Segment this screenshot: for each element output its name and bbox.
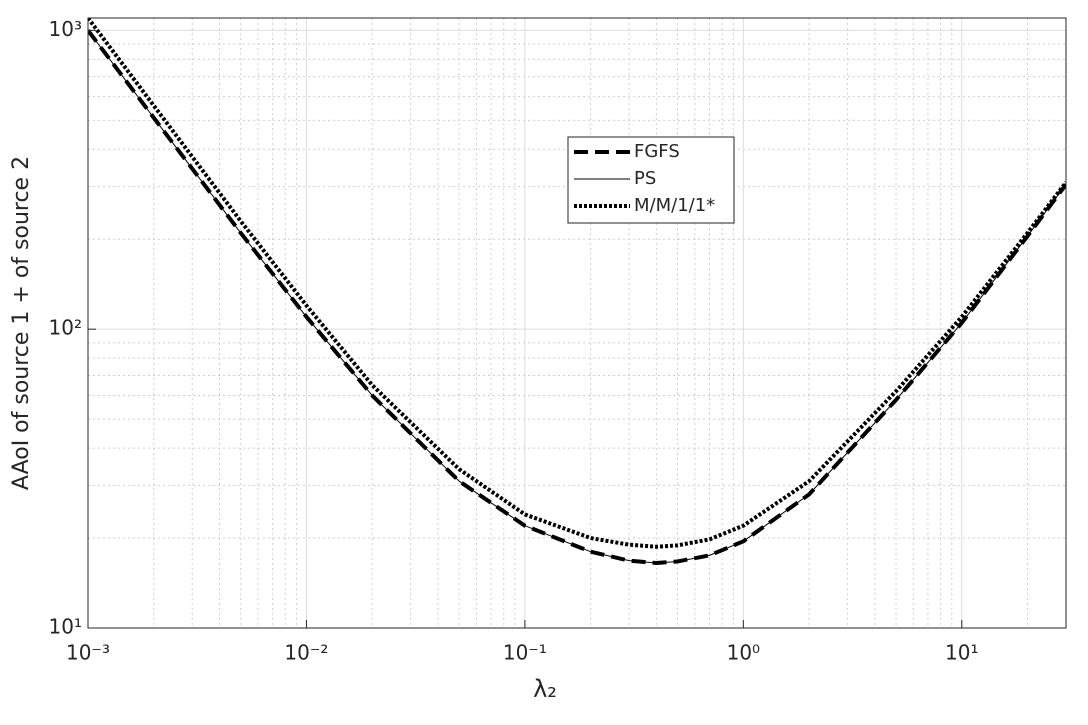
y-axis-label: AAoI of source 1 + of source 2 [9, 156, 34, 490]
plot-area [88, 18, 1066, 628]
legend: FGFS PS M/M/1/1* [567, 136, 735, 224]
series-line [88, 30, 1066, 564]
x-tick-label: 10¹ [945, 641, 978, 665]
y-tick-label: 10³ [49, 17, 82, 41]
legend-label: PS [634, 168, 656, 189]
y-tick-label: 10¹ [49, 615, 82, 639]
plot-frame [87, 17, 1067, 629]
y-tick-label: 10² [49, 316, 82, 340]
legend-label: FGFS [634, 141, 680, 162]
lines [88, 18, 1066, 566]
x-tick-label: 10⁻¹ [503, 641, 547, 665]
legend-label: M/M/1/1* [634, 195, 715, 216]
x-tick-label: 10⁻² [284, 641, 328, 665]
series-line [88, 18, 1066, 549]
grid [87, 18, 1066, 629]
x-tick-label: 10⁻³ [66, 641, 110, 665]
x-axis-label: λ₂ [533, 675, 557, 703]
x-tick-label: 10⁰ [727, 641, 760, 665]
